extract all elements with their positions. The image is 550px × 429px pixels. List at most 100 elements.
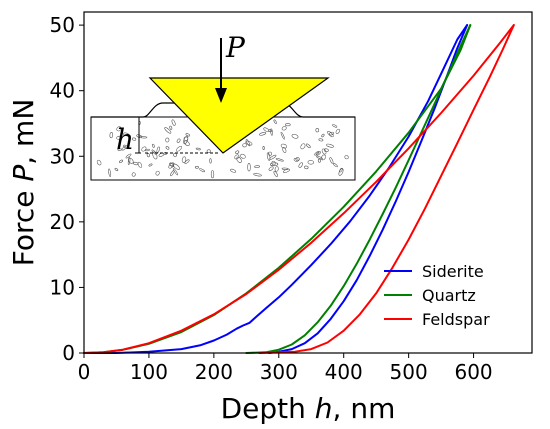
grain (268, 151, 272, 156)
grain (117, 148, 123, 151)
grain (116, 126, 122, 132)
grain (270, 128, 273, 136)
grain (282, 147, 287, 153)
y-tick-label: 20 (50, 210, 75, 234)
y-tick-label: 40 (50, 79, 75, 103)
grain (273, 170, 278, 177)
grain (268, 166, 274, 171)
x-tick-label: 200 (195, 360, 233, 384)
grain (116, 135, 123, 140)
grain (108, 168, 112, 177)
series-layer (83, 24, 515, 354)
x-tick-label: 100 (130, 360, 168, 384)
x-tick-label: 600 (454, 360, 492, 384)
series-feldspar-unloading-line (258, 24, 515, 354)
grain (335, 128, 340, 134)
grain (169, 125, 173, 130)
grain (152, 151, 158, 160)
grain (295, 157, 300, 162)
grain (109, 132, 114, 139)
grain (172, 163, 180, 170)
grain (281, 126, 287, 131)
grain (245, 139, 251, 147)
grain (137, 161, 143, 168)
grain (321, 133, 325, 138)
grain (339, 167, 343, 173)
grain (247, 163, 251, 172)
grain (254, 165, 260, 168)
x-tick-label: 500 (390, 360, 428, 384)
y-tick-label: 10 (50, 275, 75, 299)
grain (151, 149, 157, 155)
grain (269, 154, 277, 160)
legend-feldspar-label: Feldspar (422, 310, 490, 329)
grain (210, 170, 215, 179)
grain (266, 152, 271, 161)
x-tick-label: 0 (78, 360, 91, 384)
grain (165, 146, 170, 150)
grain (230, 168, 237, 173)
grain (291, 133, 299, 139)
depth-bracket (135, 116, 141, 154)
series-quartz-unloading-line (245, 24, 472, 354)
grain (199, 168, 205, 173)
grain (183, 140, 190, 146)
grain (125, 153, 132, 159)
indenter (148, 77, 330, 154)
grain (168, 162, 175, 169)
grain (206, 149, 211, 154)
grain (333, 163, 338, 168)
grain (195, 147, 201, 151)
grain (165, 137, 170, 143)
grain (242, 143, 247, 148)
grain (164, 127, 172, 134)
grain (194, 165, 199, 169)
grain (344, 155, 349, 160)
grain (317, 158, 321, 163)
specimen-grains (96, 119, 349, 179)
grain (131, 172, 136, 177)
grain (316, 155, 323, 160)
grain (123, 132, 129, 137)
x-axis-title: Depth h, nm (221, 392, 396, 425)
y-tick-label: 50 (50, 13, 75, 37)
grain (318, 138, 324, 142)
grain (270, 162, 279, 167)
pileup-left (91, 102, 175, 118)
grain (271, 160, 276, 166)
grain (236, 156, 242, 163)
x-tick-label: 300 (260, 360, 298, 384)
y-tick-label: 0 (62, 341, 75, 365)
legend-siderite-label: Siderite (422, 262, 484, 281)
grain (329, 157, 334, 164)
y-axis-title: Force P, mN (7, 99, 40, 267)
grain (273, 119, 277, 124)
grain (171, 119, 176, 126)
grain (300, 143, 306, 150)
grain (328, 131, 335, 136)
grain (185, 133, 191, 137)
grain (175, 145, 183, 152)
grain (315, 128, 320, 133)
depth-label: h (116, 123, 134, 156)
grain (209, 158, 212, 164)
grain (119, 159, 123, 163)
grain (156, 146, 160, 153)
grain (268, 129, 273, 133)
grain (326, 143, 334, 148)
grain (176, 138, 181, 143)
grain (172, 168, 179, 176)
series-feldspar-loading-line (83, 24, 515, 354)
grain (283, 168, 290, 173)
y-tick-label: 30 (50, 144, 75, 168)
grain (184, 159, 190, 164)
grain (321, 154, 326, 161)
plot-frame (83, 11, 533, 354)
grain (305, 143, 311, 149)
grain (321, 148, 327, 155)
load-label: P (225, 31, 246, 64)
grain (262, 146, 265, 150)
grain (173, 152, 178, 157)
grain (284, 123, 291, 127)
